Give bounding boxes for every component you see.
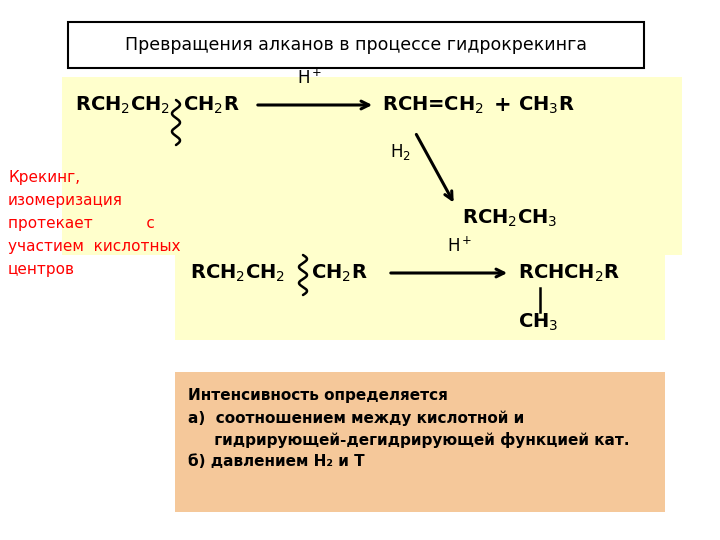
Text: RCH=CH$_2$: RCH=CH$_2$ bbox=[382, 94, 484, 116]
Text: участием  кислотных: участием кислотных bbox=[8, 239, 181, 254]
Text: изомеризация: изомеризация bbox=[8, 193, 123, 208]
Text: RCH$_2$CH$_3$: RCH$_2$CH$_3$ bbox=[462, 207, 557, 228]
FancyBboxPatch shape bbox=[62, 77, 682, 255]
Text: б) давлением H₂ и T: б) давлением H₂ и T bbox=[188, 454, 364, 469]
Text: а)  соотношением между кислотной и: а) соотношением между кислотной и bbox=[188, 410, 524, 426]
Text: Крекинг,: Крекинг, bbox=[8, 170, 80, 185]
FancyBboxPatch shape bbox=[175, 372, 665, 512]
FancyBboxPatch shape bbox=[175, 190, 665, 340]
Text: Интенсивность определяется: Интенсивность определяется bbox=[188, 388, 448, 403]
Text: RCH$_2$CH$_2$: RCH$_2$CH$_2$ bbox=[190, 262, 285, 284]
Text: центров: центров bbox=[8, 262, 75, 277]
Text: Превращения алканов в процессе гидрокрекинга: Превращения алканов в процессе гидрокрек… bbox=[125, 36, 587, 54]
Text: H$^+$: H$^+$ bbox=[297, 69, 323, 88]
Text: +: + bbox=[494, 95, 512, 115]
Text: H$_2$: H$_2$ bbox=[390, 142, 411, 162]
Text: гидрирующей-дегидрирующей функцией кат.: гидрирующей-дегидрирующей функцией кат. bbox=[188, 432, 629, 448]
Text: RCHCH$_2$R: RCHCH$_2$R bbox=[518, 262, 620, 284]
Text: CH$_2$R: CH$_2$R bbox=[183, 94, 240, 116]
Text: RCH$_2$CH$_2$: RCH$_2$CH$_2$ bbox=[75, 94, 170, 116]
Text: H$^+$: H$^+$ bbox=[447, 237, 473, 256]
FancyBboxPatch shape bbox=[68, 22, 644, 68]
Text: CH$_3$R: CH$_3$R bbox=[518, 94, 575, 116]
Text: CH$_3$: CH$_3$ bbox=[518, 312, 559, 333]
Text: CH$_2$R: CH$_2$R bbox=[311, 262, 368, 284]
Text: протекает           с: протекает с bbox=[8, 216, 155, 231]
